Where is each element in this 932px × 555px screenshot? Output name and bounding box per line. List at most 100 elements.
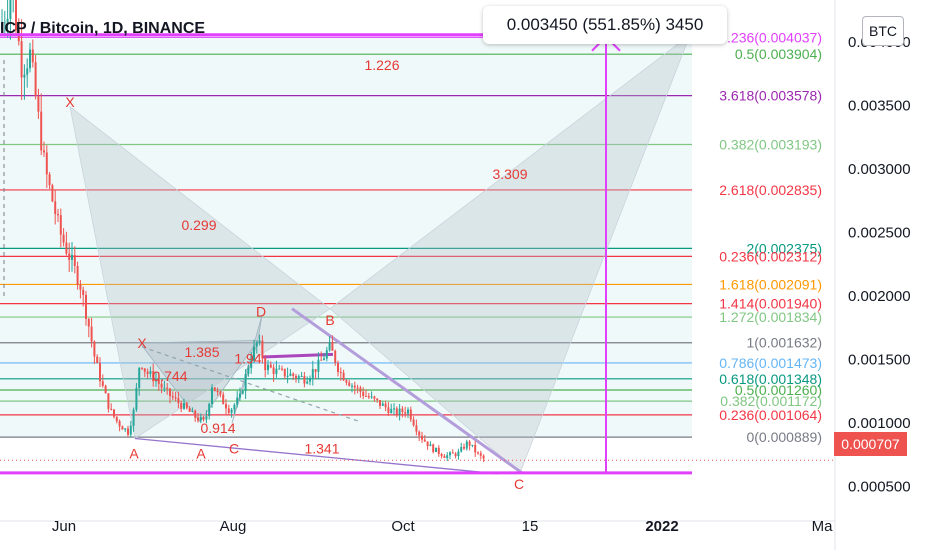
pattern-ratio-label: 1.226: [364, 57, 399, 73]
candle-body: [404, 412, 407, 414]
y-tick-label: 0.002500: [848, 225, 911, 242]
x-tick-label: Jun: [52, 518, 76, 535]
candle-body: [146, 371, 149, 374]
fib-label: 1.272(0.001834): [719, 309, 822, 325]
candle-body: [6, 18, 9, 23]
candle-body: [68, 253, 71, 260]
pattern-ratio-label: 3.309: [492, 166, 527, 182]
candle-body: [177, 397, 180, 404]
measure-readout: 0.003450 (551.85%) 3450: [483, 6, 727, 44]
candle-body: [155, 379, 157, 382]
candle-body: [110, 408, 113, 410]
candle-body: [323, 358, 325, 360]
candle-body: [465, 441, 468, 449]
candle-body: [348, 382, 351, 386]
candle-body: [457, 451, 460, 457]
candle-body: [199, 417, 202, 421]
candle-body: [311, 369, 314, 379]
candle-body: [3, 22, 6, 24]
candle-body: [54, 201, 57, 214]
candle-body: [29, 49, 31, 69]
candle-body: [387, 407, 390, 414]
candle-body: [59, 215, 62, 235]
trendline-lower: [134, 437, 499, 475]
currency-button[interactable]: BTC: [862, 16, 904, 46]
candle-body: [250, 360, 253, 369]
candle-body: [236, 397, 239, 405]
candle-body: [15, 0, 17, 31]
candle-body: [141, 367, 143, 369]
y-tick-label: 0.002000: [848, 288, 911, 305]
candle-body: [443, 456, 446, 458]
fib-label: 0.236(0.001064): [719, 407, 822, 423]
candle-body: [90, 326, 93, 342]
candle-body: [328, 341, 331, 351]
candle-body: [264, 358, 267, 371]
candle-body: [471, 444, 474, 446]
candle-body: [317, 359, 320, 372]
x-tick-label: 15: [522, 518, 539, 535]
fib-label: 0.236(0.002312): [719, 248, 822, 264]
fib-band: [0, 37, 692, 438]
candle-body: [432, 444, 435, 453]
candle-body: [152, 371, 155, 382]
candle-body: [127, 428, 129, 435]
candle-body: [306, 381, 309, 384]
y-tick-label: 0.001000: [848, 415, 911, 432]
candle-body: [160, 383, 163, 388]
pattern-triangle-xab: [69, 105, 331, 440]
candle-body: [57, 213, 59, 216]
fib-label: 2(0.002375): [746, 240, 822, 256]
pattern-point-label: A: [196, 446, 206, 462]
candle-body: [334, 350, 337, 363]
candle-body: [409, 409, 412, 420]
candle-body: [267, 364, 269, 371]
fib-label: 0.618(0.001348): [719, 371, 822, 387]
candle-body: [157, 379, 160, 384]
candle-body: [118, 421, 121, 427]
candle-body: [325, 350, 328, 359]
fib-label: 0(0.000889): [746, 429, 822, 445]
candle-body: [297, 376, 300, 379]
candle-body: [121, 426, 124, 430]
candle-body: [76, 265, 79, 285]
candle-body: [219, 391, 222, 395]
candle-body: [115, 416, 118, 422]
candle-body: [351, 385, 353, 387]
candle-body: [169, 388, 171, 397]
fib-levels: 0(0.000889) 0.236(0.001064)0.382(0.001172…: [0, 29, 822, 445]
pattern-point-label: C: [229, 440, 239, 456]
fib-label: 0.382(0.003193): [719, 136, 822, 152]
fib-label: 4.236(0.004037): [719, 29, 822, 45]
candles: [0, 0, 835, 463]
candle-body: [205, 416, 208, 420]
candle-body: [93, 341, 96, 357]
candle-body: [474, 444, 477, 453]
fib-background-band: [0, 37, 692, 438]
candle-body: [104, 385, 107, 394]
candle-body: [423, 439, 426, 442]
candle-body: [20, 41, 23, 78]
candle-body: [345, 380, 348, 383]
candle-body: [275, 368, 278, 374]
candle-body: [426, 441, 429, 447]
candle-body: [40, 111, 43, 151]
candle-body: [477, 452, 479, 454]
candle-body: [171, 396, 174, 398]
candle-body: [101, 381, 104, 386]
candle-body: [244, 373, 247, 391]
candle-body: [255, 342, 258, 347]
x-tick-label: Aug: [220, 518, 247, 535]
candle-body: [460, 447, 463, 452]
candle-body: [418, 431, 421, 436]
candle-body: [356, 387, 359, 389]
candle-body: [295, 375, 297, 379]
candle-body: [191, 410, 194, 412]
candle-body: [437, 447, 440, 454]
candle-body: [124, 428, 127, 430]
candle-body: [9, 0, 12, 19]
fib-label: 0.786(0.001473): [719, 355, 822, 371]
pattern-point-label: X: [65, 94, 75, 110]
